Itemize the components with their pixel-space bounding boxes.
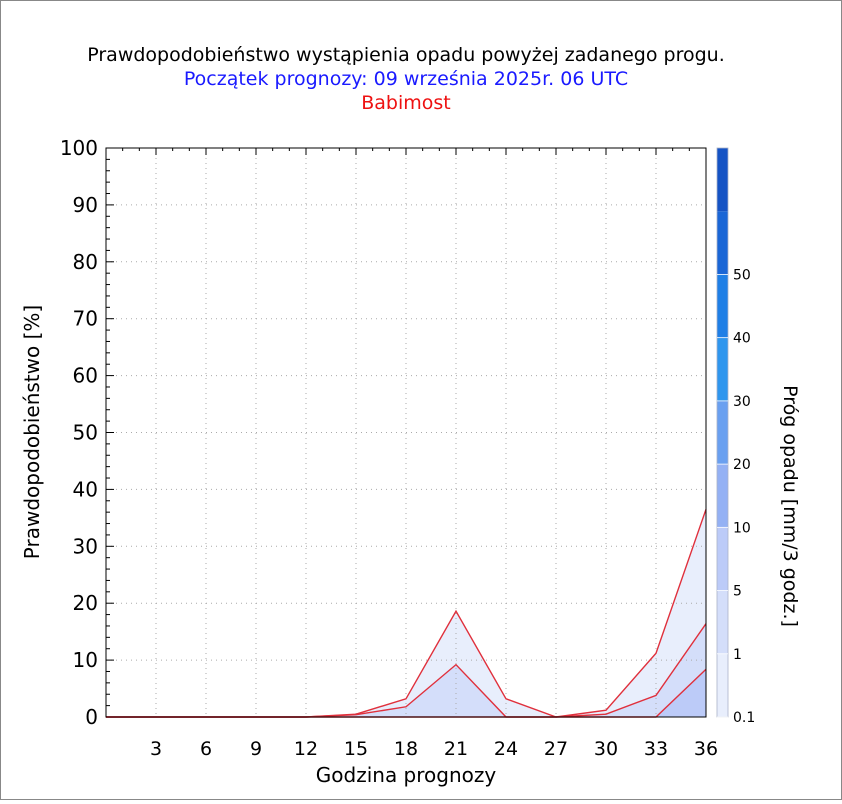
grid-lines xyxy=(106,148,706,717)
y-tick-label: 80 xyxy=(73,250,98,274)
x-tick-label: 6 xyxy=(200,738,212,760)
x-tick-label: 24 xyxy=(494,738,518,760)
y-tick-label: 10 xyxy=(73,648,98,672)
x-tick-label: 15 xyxy=(344,738,368,760)
chart-subtitle: Początek prognozy: 09 września 2025r. 06… xyxy=(184,68,628,90)
colorbar-segment xyxy=(717,653,728,717)
axes xyxy=(105,147,707,718)
area-threshold-1 xyxy=(106,623,706,717)
y-tick-label: 100 xyxy=(60,136,98,160)
y-tick-label: 90 xyxy=(73,193,98,217)
colorbar-segment xyxy=(717,337,728,401)
x-tick-label: 12 xyxy=(294,738,318,760)
y-tick-label: 40 xyxy=(73,477,98,501)
colorbar-level-label: 50 xyxy=(733,267,751,283)
x-tick-label: 33 xyxy=(644,738,668,760)
colorbar-segment xyxy=(717,400,728,465)
area-threshold-0_1 xyxy=(106,509,706,717)
colorbar-segment xyxy=(717,527,728,591)
colorbar-level-label: 1 xyxy=(733,647,742,663)
x-tick-label: 21 xyxy=(444,738,468,760)
probability-areas xyxy=(106,509,706,717)
colorbar-segment xyxy=(717,590,728,654)
y-tick-label: 20 xyxy=(73,591,98,615)
colorbar-level-label: 5 xyxy=(733,584,742,600)
y-tick-label: 30 xyxy=(73,534,98,558)
x-tick-label: 30 xyxy=(594,738,618,760)
y-tick-label: 0 xyxy=(85,705,98,729)
threshold-colorbar: 0.1 1 5 10 20 30 40 50 xyxy=(716,147,755,726)
colorbar-segment xyxy=(717,148,728,212)
x-tick-label: 3 xyxy=(150,738,162,760)
x-tick-label: 18 xyxy=(394,738,418,760)
x-tick-labels: 3 6 9 12 15 18 21 24 27 30 33 36 xyxy=(150,738,718,760)
x-tick-label: 9 xyxy=(250,738,262,760)
colorbar-segment xyxy=(717,274,728,338)
y-tick-label: 70 xyxy=(73,307,98,331)
y-tick-label: 60 xyxy=(73,364,98,388)
colorbar-label: Próg opadu [mm/3 godz.] xyxy=(779,385,801,627)
colorbar-level-label: 20 xyxy=(733,457,751,473)
colorbar-segment xyxy=(717,211,728,275)
colorbar-level-label: 30 xyxy=(733,394,751,410)
y-tick-label: 50 xyxy=(73,421,98,445)
colorbar-segment xyxy=(717,464,728,528)
colorbar-level-label: 0.1 xyxy=(733,710,755,726)
x-tick-label: 36 xyxy=(694,738,718,760)
station-name: Babimost xyxy=(361,92,451,114)
colorbar-level-label: 10 xyxy=(733,520,751,536)
y-tick-labels: 0 10 20 30 40 50 60 70 80 90 100 xyxy=(60,136,98,729)
x-tick-label: 27 xyxy=(544,738,568,760)
y-axis-label: Prawdopodobieństwo [%] xyxy=(20,305,44,559)
colorbar-level-label: 40 xyxy=(733,331,751,347)
x-axis-label: Godzina prognozy xyxy=(316,763,497,787)
chart-title: Prawdopodobieństwo wystąpienia opadu pow… xyxy=(87,44,725,66)
